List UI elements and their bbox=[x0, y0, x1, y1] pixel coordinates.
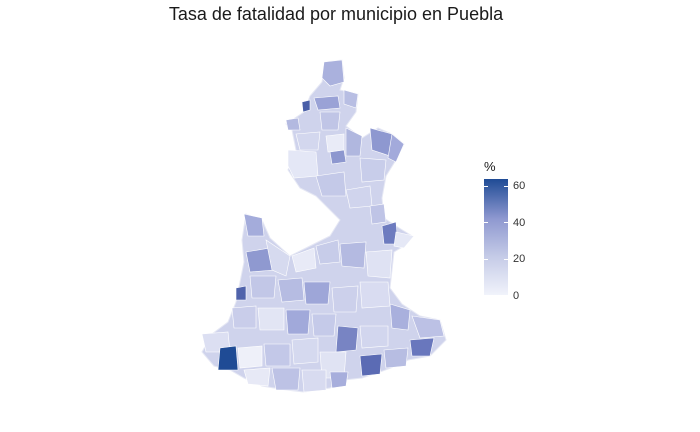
municipality bbox=[258, 308, 284, 330]
legend-title: % bbox=[484, 159, 496, 174]
municipality bbox=[288, 150, 318, 178]
legend-tick-right bbox=[504, 259, 508, 260]
legend-tick-left bbox=[484, 222, 488, 223]
municipality bbox=[312, 314, 336, 336]
municipality bbox=[394, 232, 414, 248]
municipality bbox=[238, 346, 262, 368]
municipality bbox=[278, 278, 304, 302]
legend-tick-left bbox=[484, 295, 488, 296]
municipality bbox=[326, 134, 344, 152]
legend-tick-label: 0 bbox=[513, 290, 519, 302]
legend-color-bar bbox=[484, 179, 508, 295]
municipality bbox=[340, 242, 366, 268]
municipality bbox=[360, 354, 382, 376]
municipality bbox=[360, 282, 390, 308]
municipality bbox=[366, 250, 392, 278]
municipality bbox=[286, 118, 300, 130]
legend-tick-label: 60 bbox=[513, 180, 525, 192]
municipality bbox=[330, 150, 346, 164]
municipality bbox=[244, 368, 270, 386]
municipality bbox=[320, 112, 340, 130]
legend-tick-right bbox=[504, 222, 508, 223]
municipality bbox=[302, 100, 310, 112]
municipality bbox=[302, 370, 326, 392]
municipality bbox=[336, 326, 358, 352]
legend-tick-label: 20 bbox=[513, 253, 525, 265]
municipality bbox=[296, 132, 320, 150]
legend-tick-left bbox=[484, 186, 488, 187]
municipality bbox=[332, 286, 358, 312]
municipality bbox=[272, 368, 300, 390]
municipality bbox=[292, 338, 318, 364]
municipality bbox=[346, 128, 362, 156]
legend-tick-right bbox=[504, 295, 508, 296]
municipality bbox=[232, 306, 256, 328]
municipality bbox=[314, 96, 340, 110]
municipality bbox=[236, 286, 246, 300]
municipality bbox=[346, 186, 372, 208]
municipality bbox=[410, 338, 434, 356]
municipality bbox=[330, 372, 348, 388]
municipality bbox=[304, 282, 330, 304]
municipality bbox=[360, 326, 388, 348]
state-outline bbox=[202, 60, 446, 392]
municipality bbox=[286, 310, 310, 334]
municipality bbox=[218, 346, 238, 370]
municipality bbox=[370, 204, 386, 224]
municipality bbox=[384, 348, 408, 368]
municipality bbox=[250, 276, 276, 298]
legend-tick-label: 40 bbox=[513, 217, 525, 229]
municipality bbox=[264, 344, 290, 366]
legend-tick-right bbox=[504, 186, 508, 187]
municipality bbox=[292, 248, 316, 272]
municipality bbox=[360, 158, 386, 182]
legend-tick-left bbox=[484, 259, 488, 260]
